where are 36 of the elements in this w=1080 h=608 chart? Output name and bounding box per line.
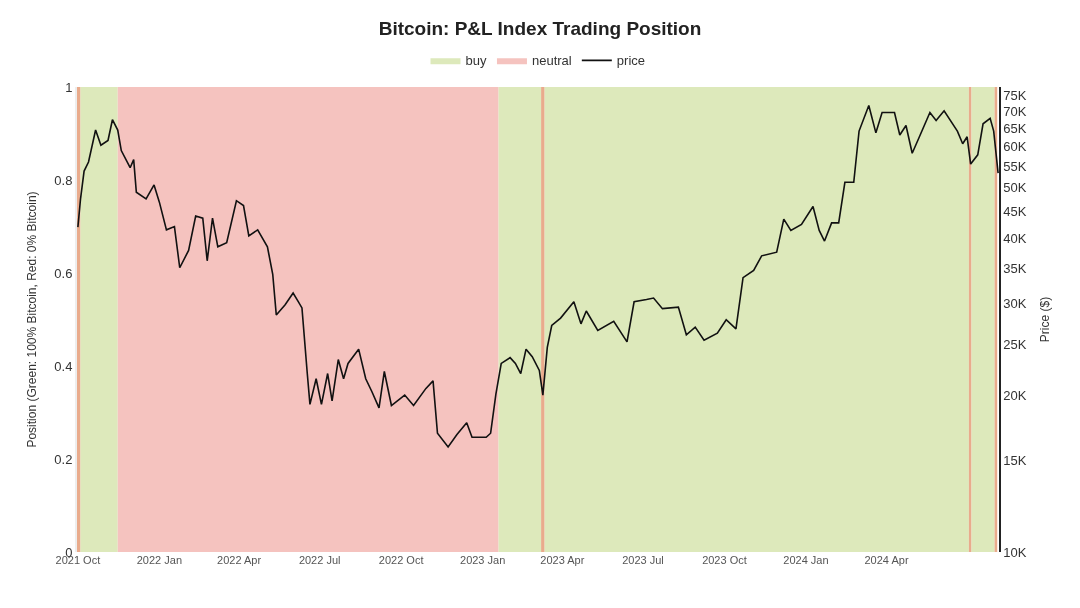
y2-tick-label: 20K [1003, 387, 1027, 403]
y2-tick-label: 40K [1003, 230, 1027, 246]
y-axis-title: Position (Green: 100% Bitcoin, Red: 0% Bitcoin) [25, 191, 40, 448]
line-series [77, 104, 999, 448]
x-tick-label: 2023 Jan [460, 554, 506, 566]
x-tick-label: 2022 Oct [378, 554, 424, 566]
y2-tick-label: 75K [1003, 88, 1027, 104]
y-tick-label: 0.2 [54, 451, 73, 467]
x-tick-label: 2024 Apr [864, 554, 909, 566]
y-tick-label: 0.4 [54, 358, 73, 374]
x-tick-label: 2023 Oct [702, 554, 747, 566]
y2-tick-label: 30K [1003, 295, 1027, 311]
y-tick-label: 1 [65, 79, 73, 95]
x-tick-label: 2022 Jan [136, 554, 182, 566]
y2-tick-label: 70K [1003, 104, 1027, 120]
y2-tick-label: 25K [1003, 337, 1027, 353]
chart-title: Bitcoin: P&L Index Trading Position [378, 17, 702, 39]
y2-tick-label: 35K [1003, 260, 1027, 276]
y2-tick-label: 60K [1003, 138, 1027, 154]
y2-axis-title: Price ($) [1038, 296, 1053, 343]
x-tick-label: 2022 Jul [298, 554, 341, 566]
y2-tick-label: 45K [1003, 204, 1027, 220]
x-tick-label: 2023 Apr [540, 554, 585, 566]
y2-tick-label: 15K [1003, 452, 1027, 468]
y-tick-label: 0.6 [54, 265, 73, 281]
y2-tick-label: 50K [1003, 180, 1027, 196]
x-tick-label: 2024 Jan [783, 554, 829, 566]
legend-label: neutral [531, 53, 572, 69]
y2-tick-label: 55K [1003, 158, 1027, 174]
legend-label: price [616, 53, 646, 69]
y-tick-label: 0.8 [54, 172, 73, 188]
y2-tick-label: 65K [1003, 120, 1027, 136]
legend-label: buy [465, 53, 487, 69]
x-tick-label: 2023 Jul [622, 554, 664, 566]
y2-tick-label: 10K [1003, 544, 1027, 560]
x-tick-label: 2022 Apr [217, 554, 262, 566]
